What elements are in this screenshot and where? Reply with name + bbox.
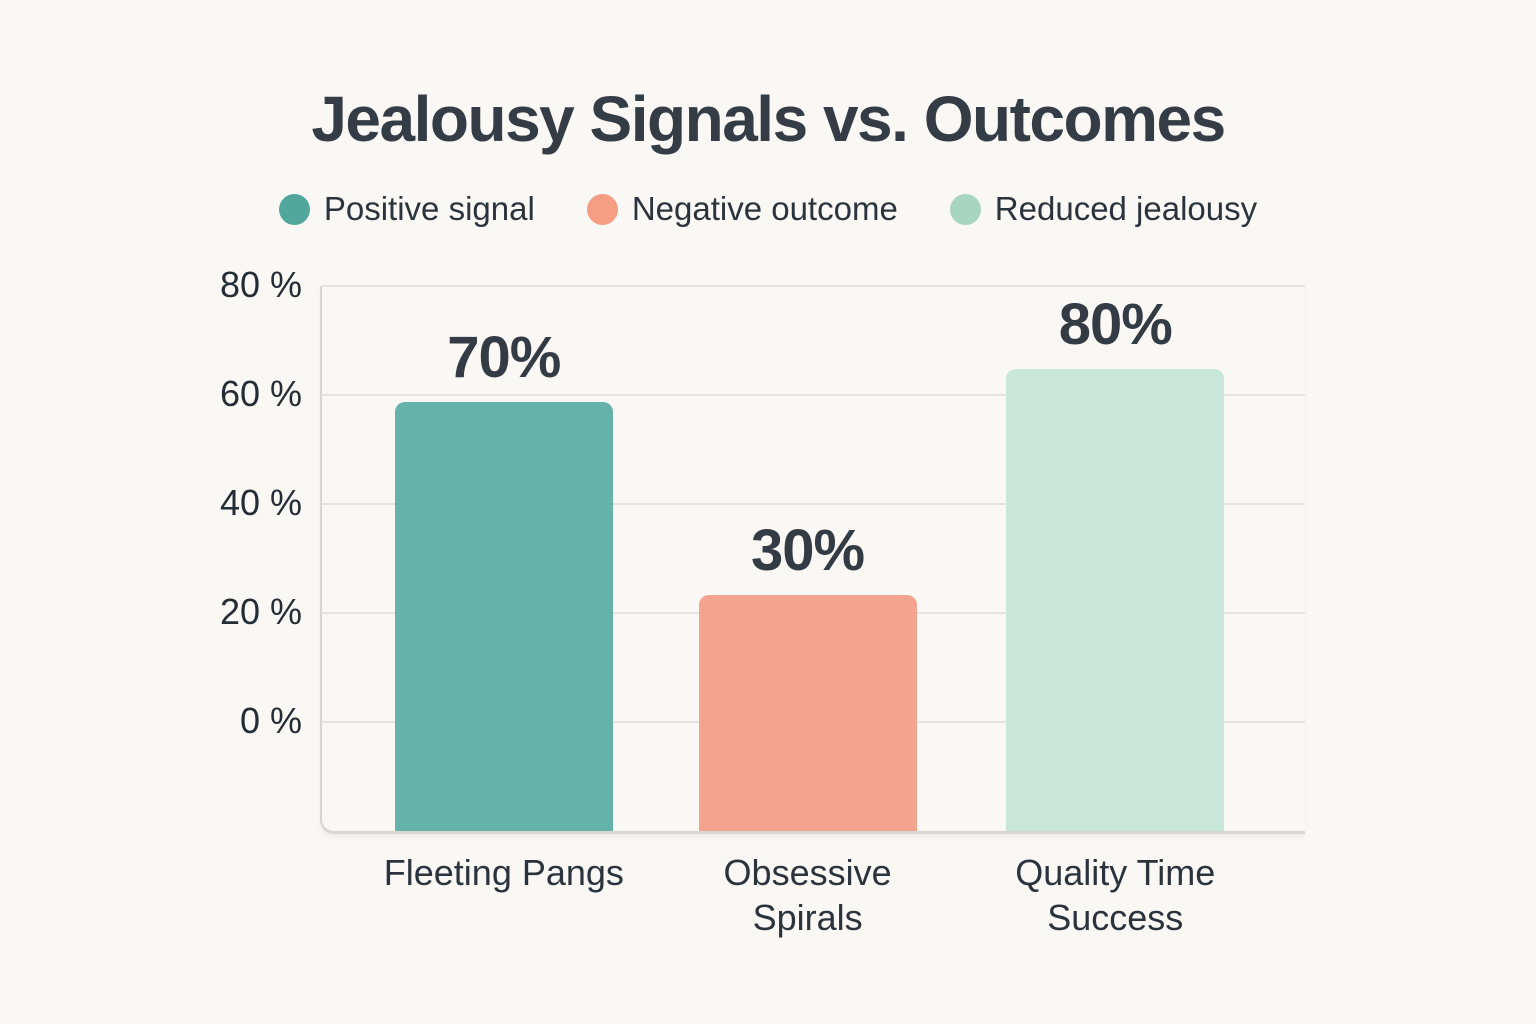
gridline-40 [322,503,1305,505]
chart-legend: Positive signal Negative outcome Reduced… [0,190,1536,228]
y-tick-label-40: 40 % [219,482,302,523]
y-tick-label-20: 20 % [219,591,302,632]
legend-label: Negative outcome [631,190,898,227]
legend-label: Reduced jealousy [994,190,1258,227]
legend-item-positive-signal: Positive signal [278,190,535,228]
legend-item-reduced-jealousy: Reduced jealousy [949,190,1258,228]
legend-dot-positive-signal-icon [278,193,310,225]
x-axis-label-quality-time-success: Quality Time Success [1015,852,1216,938]
y-tick-label-80: 80 % [219,264,302,305]
chart-title: Jealousy Signals vs. Outcomes [311,83,1226,155]
bar-obsessive-spirals [698,595,917,831]
bar-value-label-obsessive-spirals: 30% [751,518,865,583]
bar-quality-time-success [1006,369,1225,831]
x-axis-label-obsessive-spirals: Obsessive Spirals [723,852,892,938]
bar-fleeting-pangs [394,401,613,831]
gridline-60 [322,394,1305,396]
legend-label: Positive signal [323,190,535,227]
x-axis-label-fleeting-pangs: Fleeting Pangs [383,852,624,893]
y-tick-label-0: 0 % [239,700,302,741]
legend-dot-reduced-jealousy-icon [949,193,981,225]
legend-dot-negative-outcome-icon [586,193,618,225]
axis-frame [320,286,1305,834]
gridline-80 [322,285,1305,287]
bar-value-label-fleeting-pangs: 70% [447,324,561,390]
bar-value-label-quality-time-success: 80% [1058,292,1173,358]
y-tick-label-60: 60 % [219,373,302,414]
legend-item-negative-outcome: Negative outcome [586,190,898,228]
